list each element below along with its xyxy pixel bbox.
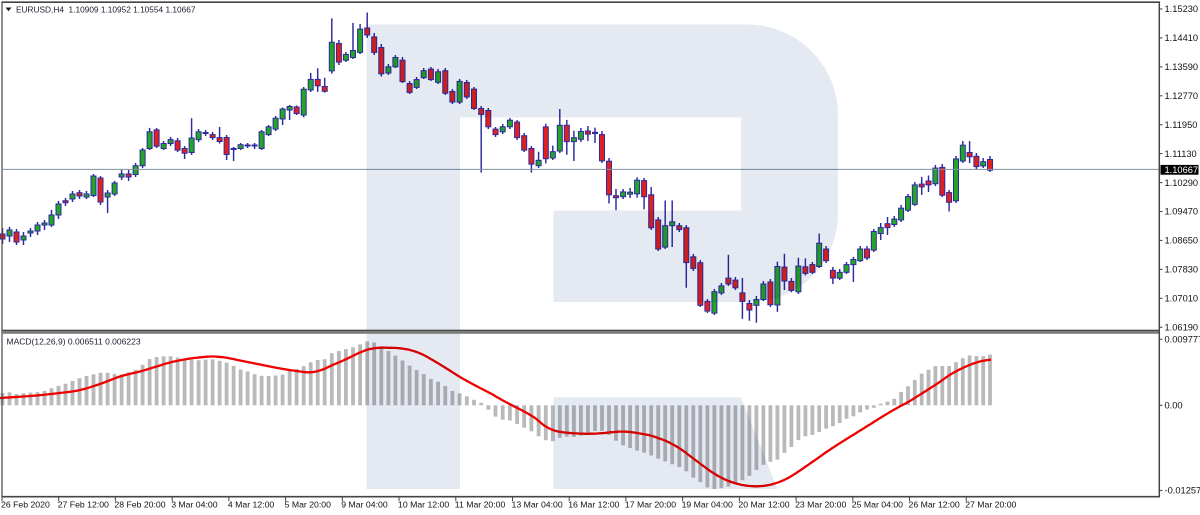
svg-text:17 Mar 20:00: 17 Mar 20:00 [625,500,676,510]
svg-text:1.07830: 1.07830 [1165,265,1199,275]
svg-text:26 Mar 12:00: 26 Mar 12:00 [909,500,960,510]
svg-text:1.13590: 1.13590 [1165,62,1199,72]
svg-text:EURUSD,H4 1.10909 1.10952 1.1: EURUSD,H4 1.10909 1.10952 1.10554 1.1066… [16,5,196,15]
svg-text:0.009777: 0.009777 [1165,334,1200,344]
svg-text:10 Mar 12:00: 10 Mar 12:00 [398,500,449,510]
svg-text:1.11950: 1.11950 [1165,120,1198,130]
svg-text:1.11130: 1.11130 [1165,149,1197,159]
svg-text:3 Mar 04:00: 3 Mar 04:00 [171,500,218,510]
svg-text:1.10667: 1.10667 [1165,165,1199,175]
svg-text:13 Mar 04:00: 13 Mar 04:00 [512,500,563,510]
svg-text:16 Mar 12:00: 16 Mar 12:00 [568,500,619,510]
svg-text:1.06190: 1.06190 [1165,322,1199,332]
svg-text:1.09470: 1.09470 [1165,207,1199,217]
svg-text:0.00: 0.00 [1165,401,1183,411]
svg-text:26 Feb 2020: 26 Feb 2020 [1,500,50,510]
svg-text:1.15230: 1.15230 [1165,4,1199,14]
svg-text:MACD(12,26,9) 0.006511 0.00622: MACD(12,26,9) 0.006511 0.006223 [7,337,141,347]
svg-text:20 Mar 12:00: 20 Mar 12:00 [738,500,789,510]
svg-text:19 Mar 04:00: 19 Mar 04:00 [682,500,733,510]
svg-text:1.07010: 1.07010 [1165,294,1199,304]
svg-text:28 Feb 20:00: 28 Feb 20:00 [114,500,165,510]
svg-text:27 Feb 12:00: 27 Feb 12:00 [58,500,109,510]
svg-text:23 Mar 20:00: 23 Mar 20:00 [795,500,846,510]
svg-text:1.10290: 1.10290 [1165,178,1199,188]
svg-text:25 Mar 04:00: 25 Mar 04:00 [852,500,903,510]
svg-text:11 Mar 20:00: 11 Mar 20:00 [455,500,506,510]
svg-text:1.14410: 1.14410 [1165,33,1199,43]
svg-text:5 Mar 20:00: 5 Mar 20:00 [285,500,332,510]
svg-text:9 Mar 04:00: 9 Mar 04:00 [341,500,388,510]
svg-text:1.12770: 1.12770 [1165,91,1199,101]
svg-text:4 Mar 12:00: 4 Mar 12:00 [228,500,275,510]
svg-text:27 Mar 20:00: 27 Mar 20:00 [965,500,1016,510]
svg-text:1.08650: 1.08650 [1165,236,1199,246]
